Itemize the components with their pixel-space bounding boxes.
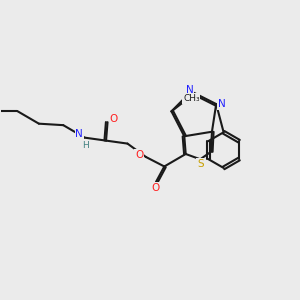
Text: S: S — [197, 159, 204, 169]
Text: N: N — [75, 129, 83, 139]
Text: O: O — [110, 114, 118, 124]
Text: O: O — [151, 183, 160, 193]
Text: N: N — [186, 85, 194, 95]
Text: CH₃: CH₃ — [183, 94, 200, 103]
Text: N: N — [218, 99, 225, 109]
Text: O: O — [135, 150, 143, 160]
Text: H: H — [82, 142, 88, 151]
